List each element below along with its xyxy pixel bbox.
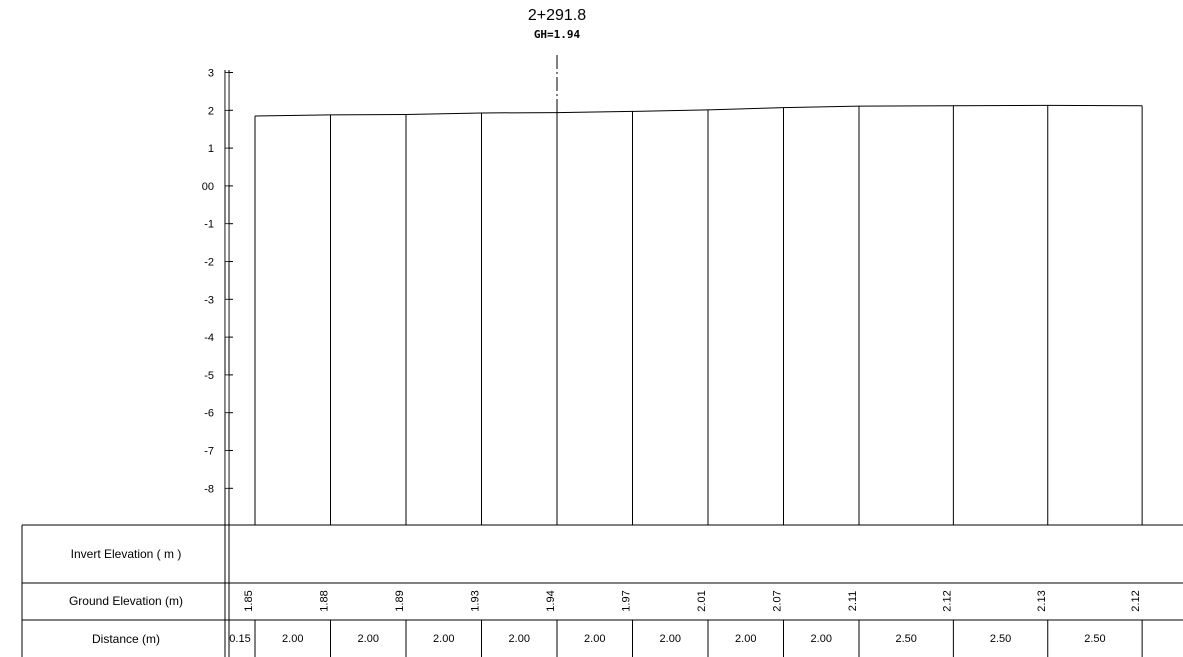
row-label-distance: Distance (m) [92, 632, 160, 646]
ground-elevation-value: 2.01 [696, 590, 708, 611]
distance-value: 2.50 [895, 633, 916, 645]
distance-value: 0.15 [229, 633, 250, 645]
row-label-ground-elevation: Ground Elevation (m) [69, 594, 183, 608]
y-axis-tick-label: -5 [204, 370, 214, 382]
distance-value: 2.50 [1084, 633, 1105, 645]
y-axis-ruler-segment [224, 72, 230, 111]
y-axis-ruler-segment [224, 298, 230, 338]
y-axis-tick-label: 3 [208, 68, 214, 80]
ground-elevation-value: 1.85 [243, 590, 255, 611]
distance-value: 2.00 [358, 633, 379, 645]
distance-labels: 0.15 2.00 2.00 2.00 2.00 2.00 2.00 2.00 2.00 2.50… [229, 633, 1105, 645]
station-verticals [254, 105, 1143, 525]
ground-elevation-value: 2.07 [772, 590, 784, 611]
ground-profile-line [254, 104, 1143, 117]
ground-elevation-value: 1.93 [470, 590, 482, 611]
distance-value: 2.00 [735, 633, 756, 645]
distance-value: 2.00 [282, 633, 303, 645]
station-label: 2+291.8 [528, 7, 586, 24]
y-axis-tick-label: 00 [202, 181, 214, 193]
ground-elevation-value: 2.13 [1036, 590, 1048, 611]
y-axis-ruler-segment [224, 223, 230, 262]
ground-elevation-labels: 1.85 1.88 1.89 1.93 1.94 1.97 2.01 2.07 2.11 2.12… [243, 590, 1142, 611]
y-axis: 3 2 1 00 -1 -2 -3 -4 -5 -6 -7 -8 [202, 68, 233, 657]
y-axis-ruler-segment [224, 450, 230, 489]
y-axis-ticks: 3 2 1 00 -1 -2 -3 -4 -5 -6 -7 -8 [202, 68, 233, 495]
ground-height-label: GH=1.94 [534, 28, 581, 41]
y-axis-tick-label: -3 [204, 294, 214, 306]
distance-cell-dividers [254, 620, 1143, 657]
ground-elevation-value: 1.89 [394, 590, 406, 611]
distance-value: 2.50 [990, 633, 1011, 645]
y-axis-tick-label: -2 [204, 257, 214, 269]
ground-elevation-value: 2.12 [941, 590, 953, 611]
distance-value: 2.00 [509, 633, 530, 645]
y-axis-ruler-segment [224, 147, 230, 187]
distance-value: 2.00 [811, 633, 832, 645]
row-label-invert-elevation: Invert Elevation ( m ) [71, 547, 182, 561]
y-axis-tick-label: -6 [204, 408, 214, 420]
y-axis-tick-label: -8 [204, 483, 214, 495]
ground-elevation-value: 1.88 [319, 590, 331, 611]
ground-elevation-value: 1.94 [545, 590, 557, 611]
y-axis-tick-label: -4 [204, 332, 214, 344]
data-table: Invert Elevation ( m ) Ground Elevation … [21, 524, 1183, 657]
y-axis-tick-label: 1 [208, 143, 214, 155]
y-axis-ruler-segment [224, 374, 230, 414]
y-axis-tick-label: -7 [204, 446, 214, 458]
ground-elevation-value: 2.12 [1130, 590, 1142, 611]
ground-elevation-value: 2.11 [847, 591, 859, 612]
y-axis-tick-label: -1 [204, 219, 214, 231]
distance-value: 2.00 [433, 633, 454, 645]
y-axis-tick-label: 2 [208, 105, 214, 117]
distance-value: 2.00 [660, 633, 681, 645]
ground-elevation-value: 1.97 [621, 590, 633, 611]
distance-value: 2.00 [584, 633, 605, 645]
